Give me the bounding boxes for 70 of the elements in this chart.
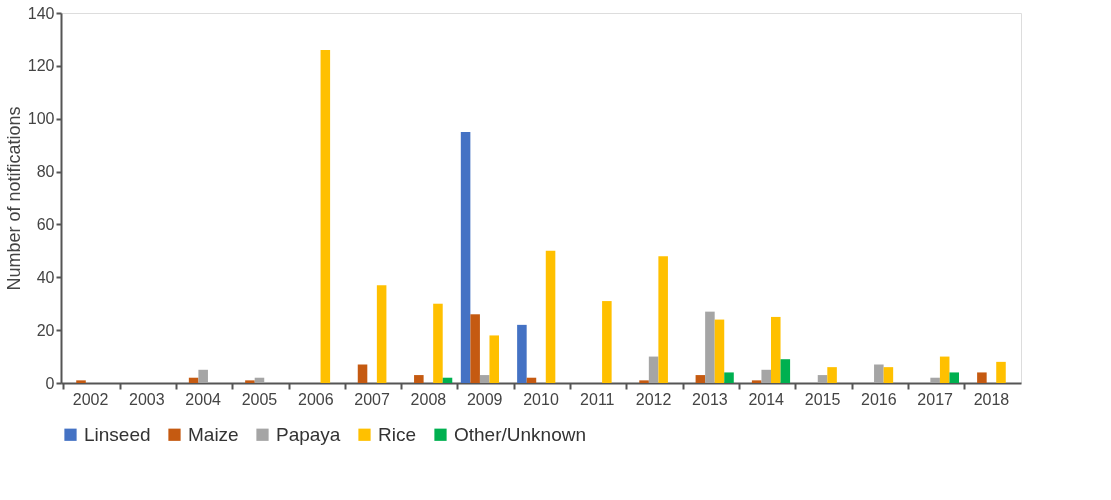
bar — [949, 372, 960, 383]
bar — [780, 359, 791, 383]
y-tick-label: 140 — [27, 4, 55, 22]
bar — [442, 377, 453, 383]
legend-label: Rice — [378, 423, 417, 445]
x-tick-label: 2010 — [523, 390, 559, 408]
bar — [714, 319, 725, 383]
y-tick-label: 40 — [36, 268, 55, 286]
x-tick-label: 2009 — [466, 390, 503, 408]
x-tick-label: 2018 — [973, 390, 1010, 408]
bar — [761, 369, 771, 383]
bar — [526, 377, 537, 383]
bar — [939, 356, 950, 383]
x-tick-label: 2002 — [72, 390, 109, 408]
bar — [658, 256, 668, 383]
bar — [376, 285, 387, 383]
y-tick-label: 120 — [27, 57, 55, 75]
bar — [245, 380, 255, 383]
bar — [198, 369, 208, 383]
bar — [76, 380, 86, 383]
bar — [320, 50, 331, 383]
x-tick-label: 2015 — [804, 390, 841, 408]
x-tick-label: 2013 — [692, 390, 728, 408]
bar — [648, 356, 659, 383]
x-tick-label: 2003 — [129, 390, 165, 408]
x-tick-label: 2017 — [917, 390, 954, 408]
bar — [817, 375, 828, 383]
bar — [930, 377, 940, 383]
legend-label: Other/Unknown — [454, 423, 587, 445]
bar — [414, 375, 424, 383]
bar — [695, 375, 706, 383]
x-tick-label: 2016 — [861, 390, 897, 408]
x-tick-label: 2014 — [748, 390, 785, 408]
bar — [470, 314, 480, 383]
bar — [751, 380, 762, 383]
x-tick-label: 2006 — [297, 390, 334, 408]
y-tick-label: 60 — [36, 215, 55, 233]
bar — [517, 324, 527, 383]
x-tick-label: 2007 — [354, 390, 390, 408]
bar — [705, 311, 715, 383]
bar — [602, 301, 612, 383]
x-tick-label: 2012 — [635, 390, 672, 408]
bar — [433, 303, 443, 383]
bar — [827, 367, 837, 383]
legend-label: Linseed — [84, 423, 151, 445]
legend-label: Maize — [188, 423, 239, 445]
bar — [996, 361, 1006, 383]
bar — [639, 380, 649, 383]
x-tick-label: 2008 — [410, 390, 447, 408]
bar — [874, 364, 884, 383]
bar — [489, 335, 500, 383]
bar — [771, 316, 781, 383]
bar — [254, 377, 265, 383]
x-tick-label: 2011 — [580, 390, 615, 408]
bar — [188, 377, 199, 383]
y-tick-label: 0 — [45, 374, 55, 392]
y-tick-label: 100 — [27, 110, 55, 128]
bar — [724, 372, 734, 383]
bar — [977, 372, 987, 383]
bar — [479, 375, 490, 383]
y-tick-label: 20 — [36, 321, 55, 339]
x-tick-label: 2004 — [185, 390, 222, 408]
bar — [883, 367, 894, 383]
bar — [460, 131, 471, 383]
legend-label: Papaya — [276, 423, 341, 445]
bar — [545, 250, 556, 383]
y-axis-title: Number of notifications — [3, 106, 24, 291]
x-tick-label: 2005 — [241, 390, 278, 408]
bar — [357, 364, 368, 383]
y-tick-label: 80 — [36, 163, 55, 181]
